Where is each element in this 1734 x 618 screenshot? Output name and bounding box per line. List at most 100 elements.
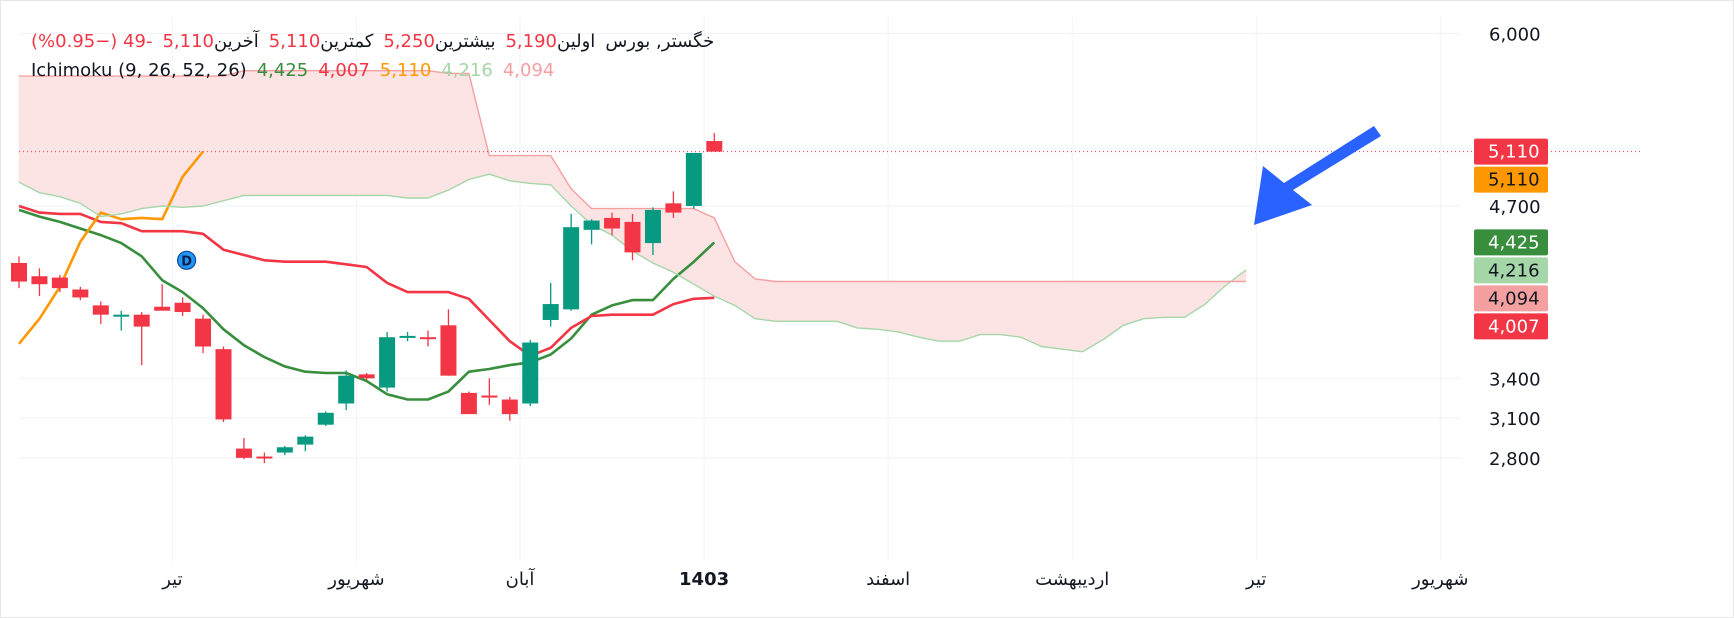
y-tick-label: 3,400 — [1489, 369, 1541, 390]
candle[interactable] — [174, 297, 191, 317]
candle-body — [399, 335, 416, 338]
price-badge: 4,007 — [1474, 313, 1548, 340]
cloud-segment — [80, 75, 102, 218]
candle[interactable] — [685, 152, 702, 209]
candle[interactable] — [31, 268, 48, 297]
candle[interactable] — [420, 330, 436, 347]
cloud-segment — [795, 281, 817, 322]
indicator-name: Ichimoku (9, 26, 52, 26) — [31, 60, 247, 81]
candle[interactable] — [235, 437, 252, 460]
cloud-segment — [39, 75, 61, 197]
cloud-segment — [121, 75, 142, 215]
cloud-segment — [305, 70, 326, 196]
candle[interactable] — [399, 331, 416, 342]
arrow-icon[interactable] — [1254, 126, 1381, 225]
low-label: کمترین — [320, 31, 374, 52]
cloud-segment — [264, 70, 286, 196]
close-value: 5,110 — [162, 31, 214, 52]
candle[interactable] — [604, 212, 621, 236]
candle[interactable] — [583, 219, 600, 245]
candle-body — [460, 392, 477, 415]
cloud-segment — [1102, 281, 1124, 341]
candle[interactable] — [358, 373, 375, 380]
indicator-legend[interactable]: Ichimoku (9, 26, 52, 26) 4,425 4,007 5,110 4… — [31, 59, 554, 83]
y-tick-label: 4,700 — [1489, 197, 1541, 218]
candle[interactable] — [297, 435, 314, 452]
candle-body — [174, 302, 191, 313]
cloud-segment — [754, 278, 776, 322]
candle[interactable] — [133, 312, 150, 366]
leading-span-b-value: 4,094 — [502, 60, 555, 81]
candle[interactable] — [522, 339, 539, 407]
markers: D — [177, 250, 197, 270]
candle-body — [154, 306, 171, 311]
price-badge-label: 5,110 — [1488, 142, 1540, 163]
candle-body — [72, 289, 89, 298]
candle-body — [542, 304, 559, 320]
candle[interactable] — [542, 282, 559, 327]
candle[interactable] — [215, 346, 232, 423]
change-value: -49 (−0.95%) — [31, 31, 153, 52]
candle[interactable] — [11, 256, 27, 289]
dividend-marker[interactable]: D — [177, 250, 197, 270]
candle-body — [706, 141, 723, 152]
candle[interactable] — [481, 378, 498, 405]
candle[interactable] — [317, 411, 334, 427]
candle-body — [665, 203, 682, 213]
candle[interactable] — [440, 309, 457, 376]
candle[interactable] — [113, 310, 130, 331]
cloud-segment — [386, 70, 408, 199]
candle[interactable] — [624, 213, 641, 261]
cloud-segment — [816, 281, 838, 322]
cloud-segment — [427, 70, 449, 199]
candle-body — [583, 220, 600, 230]
cloud-segment — [243, 70, 265, 196]
base-line-value: 4,007 — [318, 60, 370, 81]
cloud-segment — [202, 75, 224, 207]
candle-body — [276, 447, 293, 453]
x-tick-label: آبان — [506, 567, 536, 590]
candle-body — [358, 374, 375, 379]
cloud-segment — [325, 70, 347, 196]
ohlc-legend: خگستر, بورساولین5,190بیشترین5,250کمترین5… — [31, 30, 714, 54]
candle[interactable] — [644, 207, 661, 256]
candle[interactable] — [195, 314, 212, 354]
candle[interactable] — [92, 301, 109, 324]
candle[interactable] — [706, 133, 723, 152]
cloud-segment — [1041, 281, 1063, 350]
cloud-segment — [959, 281, 981, 342]
candle[interactable] — [72, 286, 89, 301]
open-label: اولین — [557, 31, 596, 52]
candle-body — [644, 209, 661, 244]
cloud-segment — [857, 281, 879, 330]
candle[interactable] — [563, 213, 580, 311]
y-tick-label: 6,000 — [1489, 25, 1541, 46]
candle[interactable] — [501, 396, 518, 421]
candle[interactable] — [379, 331, 396, 392]
price-badge-label: 5,110 — [1488, 170, 1540, 191]
candle[interactable] — [338, 370, 355, 411]
cloud-segment — [714, 217, 735, 306]
cloud-segment — [468, 73, 490, 180]
candle-body — [51, 277, 68, 289]
candle-body — [481, 395, 498, 398]
candle[interactable] — [460, 391, 477, 415]
ichimoku-lines — [17, 70, 1641, 401]
conversion-line-value: 4,425 — [256, 60, 309, 81]
price-badge: 5,110 — [1474, 166, 1548, 193]
candle-body — [440, 325, 457, 376]
x-tick-label: اردیبهشت — [1035, 569, 1109, 590]
candle[interactable] — [256, 452, 273, 464]
candle[interactable] — [665, 191, 682, 218]
candle[interactable] — [51, 274, 68, 293]
axes: 6,000 4,700 3,400 3,100 2,800 تیر شهریور آبان 14… — [161, 25, 1540, 590]
candle-body — [31, 276, 48, 285]
symbol-name: خگستر, بورس — [605, 31, 715, 52]
candle-body — [92, 305, 109, 315]
price-badge-label: 4,094 — [1488, 288, 1540, 309]
candle[interactable] — [154, 284, 171, 311]
candle[interactable] — [276, 445, 293, 456]
price-badge-bg — [1474, 229, 1548, 256]
candles — [11, 133, 723, 464]
